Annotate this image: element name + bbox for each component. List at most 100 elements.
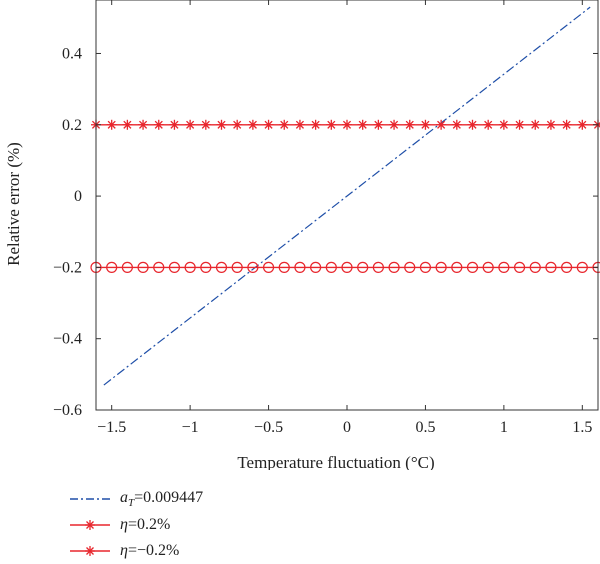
data-point-circle bbox=[419, 261, 432, 273]
data-point-circle bbox=[357, 261, 369, 273]
asterisk-stroke bbox=[170, 120, 179, 129]
data-point-asterisk bbox=[373, 119, 384, 130]
data-point-circle bbox=[153, 261, 165, 273]
asterisk-stroke bbox=[468, 120, 477, 129]
data-point-circle bbox=[215, 261, 228, 273]
asterisk-stroke bbox=[280, 120, 289, 129]
data-point-asterisk bbox=[185, 119, 196, 130]
data-point-circle bbox=[341, 261, 353, 273]
data-point-circle bbox=[576, 261, 588, 273]
data-point-circle bbox=[294, 261, 306, 273]
asterisk-stroke bbox=[154, 120, 163, 129]
data-point-asterisk bbox=[498, 119, 509, 130]
asterisk-stroke bbox=[484, 120, 493, 129]
x-tick-label: 0 bbox=[343, 419, 351, 436]
asterisk-stroke bbox=[452, 120, 461, 129]
plot-frame bbox=[95, 0, 599, 411]
data-point-circle bbox=[513, 261, 526, 273]
legend-value-eta-negative: =−0.2% bbox=[127, 542, 180, 559]
asterisk-stroke bbox=[531, 120, 540, 129]
data-point-asterisk bbox=[310, 119, 321, 130]
data-point-asterisk bbox=[326, 119, 337, 130]
asterisk-stroke bbox=[248, 120, 257, 129]
legend-label-eta-positive: η=0.2% bbox=[120, 516, 170, 534]
legend-value-eta-positive: =0.2% bbox=[127, 516, 171, 533]
data-point-circle bbox=[451, 261, 463, 273]
data-point-asterisk bbox=[514, 119, 525, 130]
data-point-asterisk bbox=[545, 119, 556, 130]
y-tick-label: −0.4 bbox=[53, 331, 82, 348]
series-1 bbox=[91, 119, 600, 130]
data-point-circle bbox=[482, 261, 494, 273]
asterisk-stroke bbox=[123, 120, 132, 129]
legend-item-at: aT=0.009447 bbox=[68, 486, 203, 512]
asterisk-stroke bbox=[499, 120, 508, 129]
asterisk-stroke bbox=[327, 120, 336, 129]
legend-subscript-t: T bbox=[128, 497, 135, 510]
data-point-asterisk bbox=[200, 119, 211, 130]
data-point-asterisk bbox=[577, 119, 588, 130]
asterisk-stroke bbox=[546, 120, 555, 129]
data-point-asterisk bbox=[279, 119, 290, 130]
asterisk-stroke bbox=[562, 120, 571, 129]
legend-item-eta-negative: η=−0.2% bbox=[68, 538, 203, 564]
data-point-circle bbox=[404, 261, 416, 273]
data-point-circle bbox=[262, 261, 275, 273]
asterisk-stroke bbox=[515, 120, 524, 129]
x-axis-label: Temperature fluctuation (°C) bbox=[237, 453, 434, 470]
series-line-0 bbox=[103, 6, 591, 386]
x-tick-label: −1 bbox=[182, 419, 199, 436]
data-point-circle bbox=[106, 261, 118, 273]
data-point-circle bbox=[561, 261, 573, 273]
data-point-asterisk bbox=[122, 119, 133, 130]
legend-label-at: aT=0.009447 bbox=[120, 489, 203, 509]
data-point-asterisk bbox=[357, 119, 368, 130]
legend-symbol-eta: η bbox=[120, 516, 128, 533]
asterisk-stroke bbox=[264, 120, 273, 129]
asterisk-stroke bbox=[421, 120, 430, 129]
data-point-circle bbox=[200, 261, 212, 273]
legend-swatch-asterisk bbox=[70, 520, 110, 530]
data-point-asterisk bbox=[483, 119, 494, 130]
legend-symbol-a: a bbox=[120, 488, 128, 506]
data-point-asterisk bbox=[561, 119, 572, 130]
data-point-circle bbox=[372, 261, 384, 273]
data-point-asterisk bbox=[404, 119, 415, 130]
asterisk-stroke bbox=[186, 120, 195, 129]
asterisk-stroke bbox=[201, 120, 210, 129]
legend-symbol-eta: η bbox=[120, 542, 128, 559]
asterisk-stroke bbox=[437, 120, 446, 129]
data-point-circle bbox=[529, 261, 541, 273]
legend-swatch-dashdot bbox=[70, 498, 110, 500]
data-point-circle bbox=[466, 261, 479, 273]
asterisk-stroke bbox=[578, 120, 587, 129]
x-tick-label: 0.5 bbox=[415, 419, 435, 436]
data-point-circle bbox=[247, 261, 259, 273]
series-2 bbox=[90, 261, 600, 273]
data-point-circle bbox=[184, 261, 196, 273]
data-point-circle bbox=[388, 261, 400, 273]
asterisk-stroke bbox=[390, 120, 399, 129]
y-tick-label: −0.2 bbox=[53, 259, 82, 276]
data-point-circle bbox=[498, 261, 510, 273]
data-point-asterisk bbox=[451, 119, 462, 130]
data-point-asterisk bbox=[342, 119, 352, 130]
asterisk-stroke bbox=[233, 120, 242, 129]
asterisk-stroke bbox=[311, 120, 320, 129]
data-point-circle bbox=[168, 261, 181, 273]
data-point-circle bbox=[137, 261, 149, 273]
data-point-asterisk bbox=[263, 119, 274, 130]
data-point-asterisk bbox=[106, 119, 117, 130]
data-point-asterisk bbox=[436, 119, 447, 130]
asterisk-stroke bbox=[107, 120, 116, 129]
y-tick-label: −0.6 bbox=[53, 402, 82, 419]
asterisk-stroke bbox=[374, 120, 383, 129]
x-tick-label: 1.5 bbox=[572, 419, 592, 436]
legend: aT=0.009447 η=0.2% η=−0.2% bbox=[68, 486, 203, 564]
y-tick-label: 0 bbox=[74, 188, 82, 205]
asterisk-stroke bbox=[405, 120, 414, 129]
data-point-circle bbox=[278, 261, 290, 273]
data-point-asterisk bbox=[467, 119, 478, 130]
data-point-circle bbox=[325, 261, 337, 273]
data-point-asterisk bbox=[169, 119, 180, 130]
